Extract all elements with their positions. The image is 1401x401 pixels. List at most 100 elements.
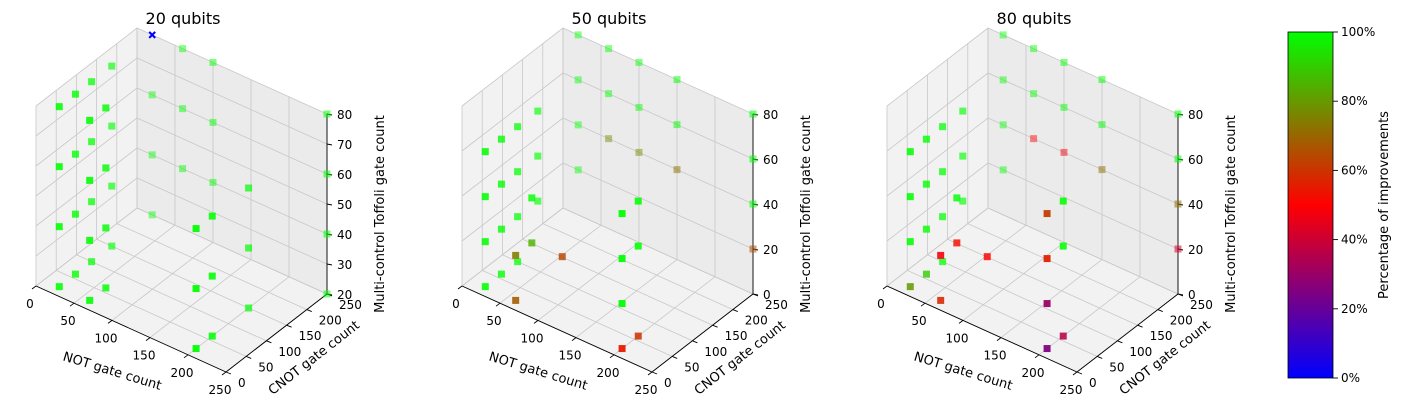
data-point (749, 245, 757, 253)
data-point (88, 198, 96, 206)
gridline (886, 27, 1179, 115)
data-point (148, 91, 156, 99)
data-point (514, 213, 522, 221)
data-point (88, 258, 96, 266)
x-tick (996, 337, 1002, 341)
data-point (1059, 242, 1067, 250)
z-tick-label: 20 (337, 288, 352, 302)
data-point (618, 255, 626, 263)
x-tick-label: 200 (171, 366, 194, 380)
z-tick-label: 80 (763, 108, 778, 122)
y-axis-line (1076, 293, 1179, 373)
data-point (999, 121, 1007, 129)
data-points (906, 31, 1182, 353)
data-point (208, 332, 216, 340)
data-point (323, 230, 331, 238)
x-tick (958, 320, 964, 324)
x-tick (882, 285, 888, 290)
data-point (209, 58, 217, 66)
data-point (323, 110, 331, 118)
y-tick-label: 250 (1190, 298, 1213, 312)
data-point (514, 123, 522, 131)
x-axis-line (886, 285, 1078, 373)
data-point (192, 285, 200, 293)
data-point (906, 148, 914, 156)
gridline (461, 207, 754, 295)
y-tick (246, 355, 252, 359)
data-point (512, 251, 520, 259)
data-point (148, 151, 156, 159)
data-points (55, 31, 331, 353)
data-point (618, 210, 626, 218)
data-point (558, 253, 566, 261)
y-tick-label: 0 (1089, 376, 1097, 390)
z-tick (752, 293, 759, 296)
y-tick-label: 50 (258, 360, 273, 374)
data-point (55, 223, 63, 231)
z-tick-label: 0 (1188, 288, 1196, 302)
data-point (245, 184, 253, 192)
data-point (497, 180, 505, 188)
y-axis-line (651, 293, 754, 373)
data-point (906, 238, 914, 246)
data-point (534, 197, 542, 205)
z-tick-label: 20 (763, 243, 778, 257)
y-tick (692, 340, 698, 344)
x-tick (183, 354, 189, 359)
z-tick (326, 203, 333, 206)
data-point (534, 107, 542, 115)
x-tick-label: 50 (486, 314, 501, 328)
data-point (983, 253, 991, 261)
z-tick (326, 263, 333, 266)
x-axis-line (35, 285, 227, 373)
data-point (323, 290, 331, 298)
z-tick-label: 0 (763, 288, 771, 302)
x-tick (1072, 371, 1078, 376)
z-tick-label: 60 (337, 168, 352, 182)
data-point (1098, 76, 1106, 84)
z-tick-label: 30 (337, 258, 352, 272)
x-tick-label: 250 (1060, 383, 1083, 397)
x-tick-label: 250 (635, 383, 658, 397)
data-point (1059, 332, 1067, 340)
z-tick-label: 70 (337, 138, 352, 152)
data-point (1060, 148, 1068, 156)
data-point (514, 258, 522, 266)
colorbar-tick-label: 60% (1341, 163, 1368, 177)
data-point (481, 283, 489, 291)
y-tick-label: 250 (765, 298, 788, 312)
y-tick (1157, 309, 1163, 313)
data-point (323, 170, 331, 178)
data-point (635, 103, 643, 111)
data-point (71, 150, 79, 158)
data-point (574, 31, 582, 39)
data-point (635, 58, 643, 66)
x-tick (457, 285, 463, 290)
data-point (481, 148, 489, 156)
y-tick-label: 100 (1129, 345, 1152, 359)
data-point (673, 121, 681, 129)
z-tick-label: 60 (763, 153, 778, 167)
data-point (512, 296, 520, 304)
y-tick (1137, 324, 1143, 328)
y-tick-label: 50 (1109, 360, 1124, 374)
data-point (179, 165, 187, 173)
y-axis-line (225, 293, 328, 373)
data-point (1030, 135, 1038, 143)
x-tick-label: 250 (209, 383, 232, 397)
y-tick (1076, 371, 1083, 375)
gridline (886, 117, 1179, 205)
x-axis-line (461, 285, 653, 373)
gridline (35, 177, 328, 265)
gridline (886, 207, 1179, 295)
colorbar-label: Percentage of improvements (1377, 111, 1392, 299)
gridline (461, 72, 754, 160)
data-point (605, 135, 613, 143)
x-tick (31, 285, 37, 290)
x-tick (145, 337, 151, 341)
data-point (102, 224, 110, 232)
data-point (1174, 155, 1182, 163)
gridline (35, 117, 328, 205)
gridline (461, 162, 754, 250)
